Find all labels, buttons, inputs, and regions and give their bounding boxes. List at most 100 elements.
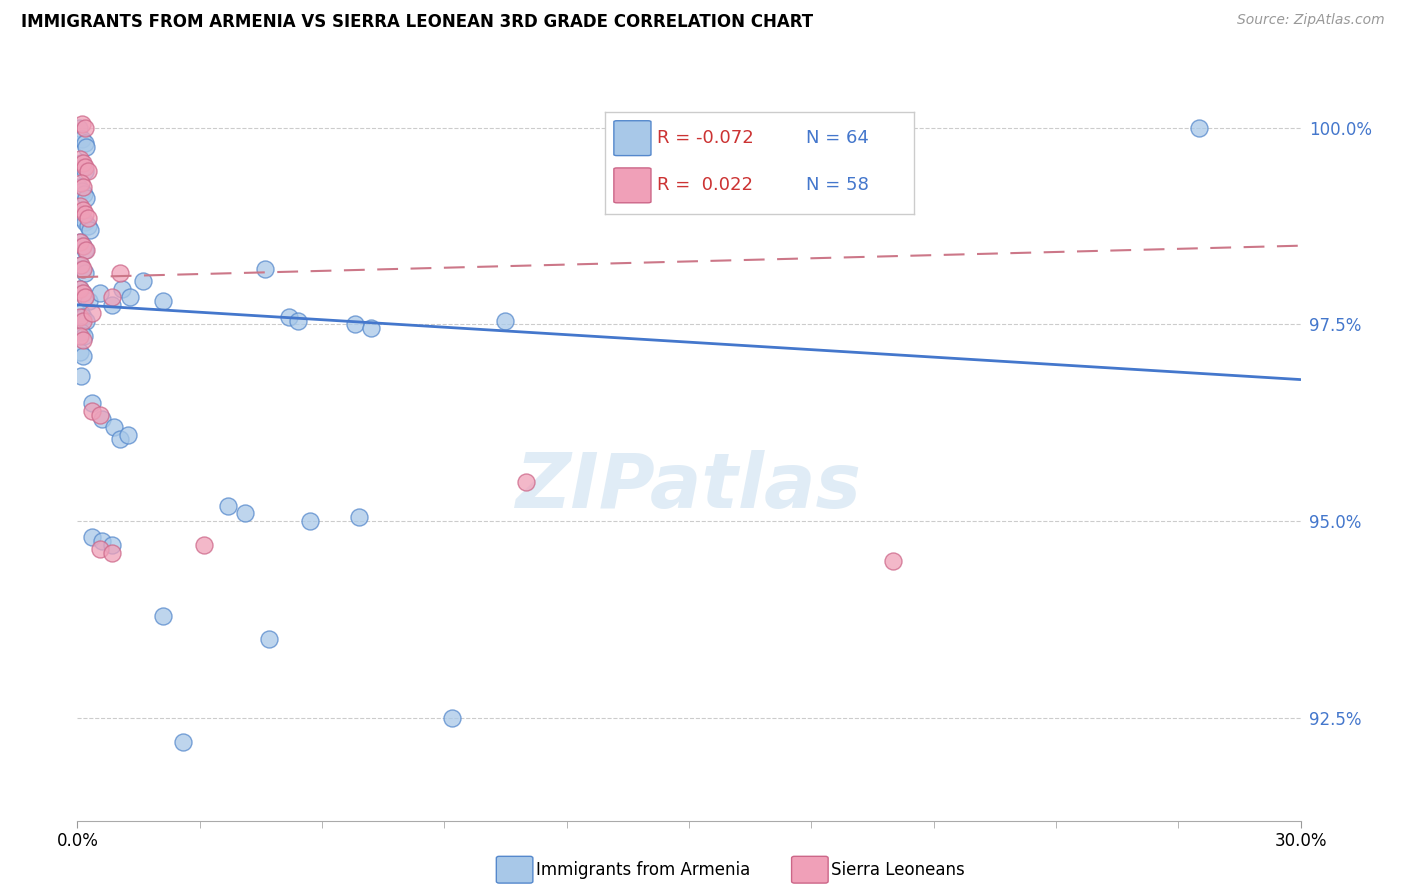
Point bbox=[69, 282, 91, 296]
Point bbox=[70, 132, 93, 146]
Point bbox=[515, 475, 537, 489]
Point bbox=[72, 285, 94, 300]
Text: R =  0.022: R = 0.022 bbox=[657, 177, 754, 194]
Point bbox=[80, 396, 103, 410]
Point bbox=[69, 282, 91, 296]
Point bbox=[69, 207, 91, 221]
Point bbox=[152, 293, 174, 308]
Point bbox=[120, 290, 142, 304]
Point bbox=[298, 514, 321, 528]
Point bbox=[69, 259, 91, 273]
Point bbox=[73, 120, 96, 135]
Text: N = 64: N = 64 bbox=[806, 129, 869, 147]
Point bbox=[73, 136, 96, 151]
FancyBboxPatch shape bbox=[614, 168, 651, 202]
Point bbox=[108, 266, 131, 280]
Point bbox=[72, 156, 94, 170]
Point bbox=[69, 329, 91, 343]
Point bbox=[75, 160, 97, 174]
Point bbox=[217, 499, 239, 513]
Point bbox=[69, 199, 91, 213]
Point bbox=[69, 156, 91, 170]
Point bbox=[72, 179, 94, 194]
Point bbox=[72, 238, 94, 252]
Text: IMMIGRANTS FROM ARMENIA VS SIERRA LEONEAN 3RD GRADE CORRELATION CHART: IMMIGRANTS FROM ARMENIA VS SIERRA LEONEA… bbox=[21, 13, 813, 31]
Point bbox=[69, 310, 91, 324]
Point bbox=[117, 427, 139, 442]
Point bbox=[193, 538, 215, 552]
Point bbox=[108, 432, 131, 446]
Point bbox=[253, 262, 276, 277]
Point bbox=[76, 219, 98, 233]
Point bbox=[75, 140, 97, 154]
Point bbox=[343, 318, 366, 332]
Text: R = -0.072: R = -0.072 bbox=[657, 129, 754, 147]
Point bbox=[80, 530, 103, 544]
Text: Source: ZipAtlas.com: Source: ZipAtlas.com bbox=[1237, 13, 1385, 28]
Point bbox=[69, 368, 91, 383]
Point bbox=[72, 285, 94, 300]
Text: Sierra Leoneans: Sierra Leoneans bbox=[831, 861, 965, 879]
Point bbox=[75, 243, 97, 257]
Text: N = 58: N = 58 bbox=[806, 177, 869, 194]
Point bbox=[69, 152, 91, 166]
Point bbox=[441, 711, 464, 725]
Point bbox=[101, 546, 124, 560]
Point bbox=[67, 120, 90, 135]
Point bbox=[360, 321, 382, 335]
Point bbox=[72, 262, 94, 277]
Point bbox=[72, 333, 94, 347]
Point bbox=[75, 207, 97, 221]
Point bbox=[70, 326, 93, 340]
Point bbox=[77, 164, 100, 178]
Point bbox=[72, 310, 94, 324]
Point bbox=[172, 735, 194, 749]
Point bbox=[75, 191, 97, 205]
Point bbox=[69, 235, 91, 249]
Point bbox=[131, 274, 153, 288]
Point bbox=[72, 203, 94, 218]
Point bbox=[72, 349, 94, 363]
Point bbox=[73, 266, 96, 280]
Point bbox=[101, 290, 124, 304]
Point bbox=[70, 211, 93, 226]
Point bbox=[72, 313, 94, 327]
Point bbox=[495, 313, 517, 327]
Point bbox=[90, 412, 112, 426]
Text: ZIPatlas: ZIPatlas bbox=[516, 450, 862, 524]
Point bbox=[69, 259, 91, 273]
Point bbox=[287, 313, 309, 327]
Point bbox=[67, 179, 90, 194]
Point bbox=[70, 117, 93, 131]
Point bbox=[72, 238, 94, 252]
Point bbox=[1188, 120, 1211, 135]
Point bbox=[89, 285, 111, 300]
Point bbox=[101, 298, 124, 312]
Point bbox=[152, 608, 174, 623]
Point bbox=[75, 164, 97, 178]
Point bbox=[73, 329, 96, 343]
Point bbox=[89, 408, 111, 422]
Point bbox=[77, 211, 100, 226]
Point bbox=[69, 176, 91, 190]
Point bbox=[257, 632, 280, 647]
Point bbox=[101, 538, 124, 552]
Point bbox=[75, 243, 97, 257]
Point bbox=[75, 290, 97, 304]
Point bbox=[73, 187, 96, 202]
Point bbox=[70, 262, 93, 277]
Point bbox=[80, 305, 103, 319]
Point bbox=[72, 160, 94, 174]
Point bbox=[347, 510, 370, 524]
Text: Immigrants from Armenia: Immigrants from Armenia bbox=[536, 861, 749, 879]
Point bbox=[89, 541, 111, 556]
Point bbox=[103, 420, 125, 434]
Point bbox=[80, 404, 103, 418]
Point bbox=[69, 235, 91, 249]
Point bbox=[75, 313, 97, 327]
Point bbox=[882, 554, 904, 568]
Point bbox=[233, 507, 256, 521]
Point bbox=[69, 305, 91, 319]
Point bbox=[90, 534, 112, 549]
FancyBboxPatch shape bbox=[614, 120, 651, 155]
